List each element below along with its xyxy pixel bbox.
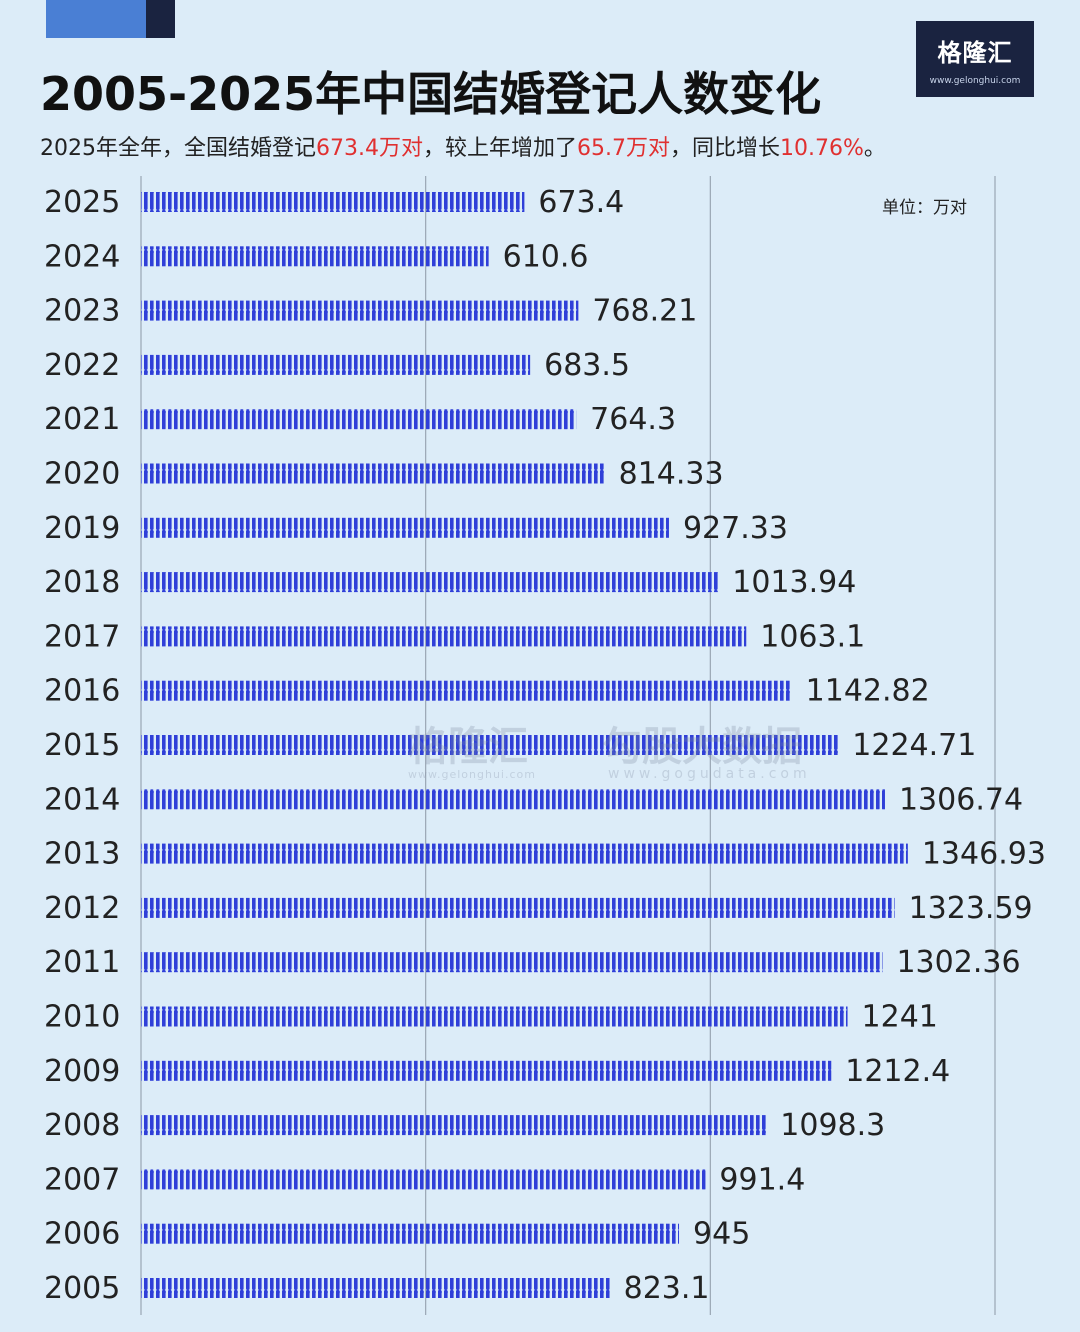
- bar-2013: [141, 843, 908, 864]
- value-label: 1302.36: [896, 945, 1020, 980]
- year-label: 2024: [44, 239, 120, 274]
- year-label: 2009: [44, 1054, 120, 1089]
- value-label: 927.33: [683, 511, 788, 546]
- value-label: 610.6: [503, 239, 589, 274]
- year-label: 2020: [44, 457, 120, 492]
- value-label: 991.4: [719, 1162, 805, 1197]
- year-label: 2018: [44, 565, 120, 600]
- year-label: 2014: [44, 782, 120, 817]
- subtitle-value-total: 673.4万对: [316, 136, 423, 161]
- logo-name: 格隆汇: [937, 39, 1013, 67]
- value-label: 1224.71: [852, 728, 976, 763]
- gelonghui-logo: 格隆汇 www.gelonghui.com: [916, 21, 1034, 97]
- header-accent-dark: [146, 0, 175, 38]
- unit-label: 单位：万对: [882, 198, 967, 218]
- bar-chart: 2025 673.4 2024 610.6 2023 768.21 2022 683.5 202…: [44, 176, 1046, 1315]
- bar-2025: [141, 192, 525, 212]
- chart-subtitle: 2025年全年，全国结婚登记673.4万对，较上年增加了65.7万对，同比增长1…: [40, 130, 886, 162]
- bar-2015: [141, 735, 839, 755]
- year-label: 2023: [44, 294, 120, 329]
- header-accent-blue: [46, 0, 146, 38]
- year-label: 2017: [44, 619, 120, 654]
- subtitle-part-2: ，较上年增加了: [422, 136, 577, 161]
- year-label: 2012: [44, 891, 120, 926]
- year-label: 2010: [44, 1000, 120, 1035]
- value-label: 814.33: [619, 457, 724, 492]
- subtitle-part-4: 。: [863, 136, 886, 161]
- value-label: 1142.82: [806, 674, 930, 709]
- bar-2009: [141, 1060, 832, 1081]
- subtitle-part-1: 2025年全年，全国结婚登记: [40, 136, 316, 161]
- value-label: 1212.4: [845, 1054, 950, 1089]
- value-label: 823.1: [624, 1271, 710, 1306]
- subtitle-value-growth: 10.76%: [780, 136, 864, 161]
- year-label: 2008: [44, 1108, 120, 1143]
- subtitle-value-increase: 65.7万对: [577, 136, 670, 161]
- value-label: 945: [693, 1217, 750, 1252]
- value-label: 1306.74: [899, 782, 1023, 817]
- value-label: 673.4: [538, 185, 624, 220]
- year-label: 2019: [44, 511, 120, 546]
- year-label: 2022: [44, 348, 120, 383]
- bar-2007: [141, 1169, 706, 1190]
- bar-2010: [141, 1006, 848, 1027]
- year-label: 2005: [44, 1271, 120, 1306]
- year-label: 2025: [44, 185, 120, 220]
- value-label: 683.5: [544, 348, 630, 383]
- year-label: 2006: [44, 1217, 120, 1252]
- chart-title: 2005-2025年中国结婚登记人数变化: [40, 67, 822, 121]
- year-label: 2013: [44, 837, 120, 872]
- bar-2005: [141, 1278, 610, 1298]
- value-label: 1346.93: [922, 837, 1046, 872]
- year-label: 2016: [44, 674, 120, 709]
- bar-2024: [141, 246, 489, 267]
- bar-2023: [141, 300, 579, 321]
- bar-2018: [141, 572, 719, 593]
- year-label: 2011: [44, 945, 120, 980]
- year-label: 2007: [44, 1162, 120, 1197]
- bar-2012: [141, 897, 895, 918]
- bar-2011: [141, 952, 883, 973]
- bar-2021: [141, 409, 577, 430]
- value-label: 1013.94: [732, 565, 856, 600]
- bar-2022: [141, 354, 531, 375]
- bar-2017: [141, 626, 747, 647]
- value-label: 1241: [862, 1000, 938, 1035]
- year-label: 2015: [44, 728, 120, 763]
- bar-2014: [141, 789, 885, 810]
- subtitle-part-3: ，同比增长: [670, 136, 781, 161]
- value-label: 1098.3: [780, 1108, 885, 1143]
- value-label: 764.3: [590, 402, 676, 437]
- bar-2008: [141, 1115, 767, 1136]
- logo-url: www.gelonghui.com: [929, 76, 1021, 86]
- value-label: 1063.1: [760, 619, 865, 654]
- year-label: 2021: [44, 402, 120, 437]
- value-label: 1323.59: [909, 891, 1033, 926]
- bar-2020: [141, 463, 605, 484]
- bar-2016: [141, 680, 792, 701]
- value-label: 768.21: [592, 294, 697, 329]
- bar-2019: [141, 517, 669, 538]
- bar-2006: [141, 1223, 680, 1244]
